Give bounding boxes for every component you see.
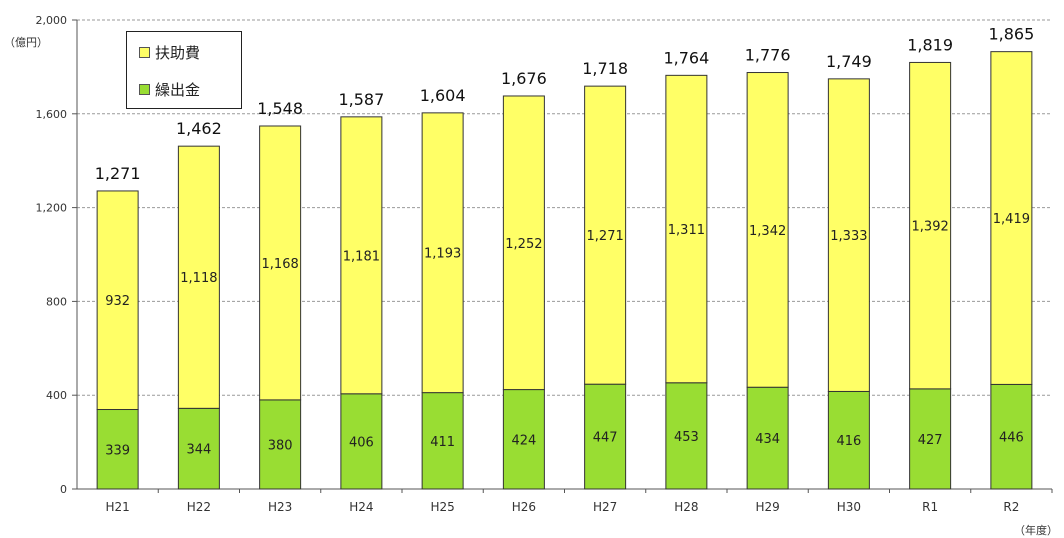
data-label-kuridashikin: 411	[430, 435, 455, 450]
bar-kuridashikin	[746, 386, 789, 490]
bar-kuridashikin	[259, 399, 302, 490]
x-tick-label: H21	[105, 500, 129, 514]
bars	[96, 51, 1033, 490]
bar-fujohi	[990, 51, 1033, 385]
y-axis-unit-label: （億円）	[4, 36, 48, 49]
data-label-kuridashikin: 427	[918, 433, 943, 448]
x-tick-label: R2	[1003, 500, 1019, 514]
data-label-kuridashikin: 446	[999, 431, 1024, 446]
legend-label-fujohi: 扶助費	[155, 44, 201, 62]
gridlines	[77, 19, 1052, 396]
axes: 0 400 800 1,200 1,600 2,000 H21 H22 H23 H24 H25 H26…	[36, 14, 1053, 514]
x-tick-label: R1	[922, 500, 938, 514]
y-tick-label: 800	[46, 295, 67, 308]
total-label: 1,548	[257, 99, 303, 118]
total-label: 1,676	[501, 69, 547, 88]
legend-swatch-kuridashikin	[139, 84, 150, 95]
data-label-fujohi: 1,252	[505, 237, 542, 252]
bar-fujohi	[177, 145, 220, 409]
bar-fujohi	[96, 190, 139, 411]
total-label: 1,764	[663, 48, 709, 67]
data-label-fujohi: 1,392	[912, 220, 949, 235]
bar-kuridashikin	[502, 389, 545, 490]
total-label: 1,271	[95, 164, 141, 183]
total-label: 1,462	[176, 119, 222, 138]
data-label-fujohi: 1,271	[587, 229, 624, 244]
total-label: 1,819	[907, 35, 953, 54]
data-label-kuridashikin: 416	[836, 434, 861, 449]
legend-label-kuridashikin: 繰出金	[155, 81, 201, 99]
bar-kuridashikin	[990, 383, 1033, 490]
total-label: 1,776	[745, 46, 791, 65]
bar-fujohi	[909, 61, 952, 390]
data-labels: 339 932 1,271 344 1,118 1,462 380 1,168 1,548 406…	[95, 25, 1035, 459]
data-label-kuridashikin: 453	[674, 430, 699, 445]
data-label-kuridashikin: 447	[593, 431, 618, 446]
data-label-kuridashikin: 344	[186, 443, 211, 458]
bar-fujohi	[340, 116, 383, 395]
total-label: 1,718	[582, 59, 628, 78]
bar-fujohi	[259, 125, 302, 401]
x-tick-label: H25	[430, 500, 454, 514]
x-tick-label: H24	[349, 500, 373, 514]
bar-kuridashikin	[909, 388, 952, 490]
data-label-fujohi: 932	[105, 294, 130, 309]
total-label: 1,604	[420, 86, 466, 105]
bar-fujohi	[746, 72, 789, 388]
legend-item-fujohi: 扶助費	[139, 42, 200, 63]
x-tick-label: H29	[755, 500, 779, 514]
bar-fujohi	[421, 112, 464, 394]
bar-fujohi	[502, 95, 545, 391]
total-label: 1,587	[338, 90, 384, 109]
data-label-fujohi: 1,333	[830, 229, 867, 244]
y-tick-label: 2,000	[36, 14, 68, 27]
x-tick-label: H26	[512, 500, 536, 514]
bar-fujohi	[584, 85, 627, 385]
bar-kuridashikin	[177, 407, 220, 490]
data-label-kuridashikin: 339	[105, 443, 130, 458]
bar-kuridashikin	[421, 392, 464, 490]
x-tick-label: H27	[593, 500, 617, 514]
data-label-kuridashikin: 406	[349, 435, 374, 450]
x-tick-label: H28	[674, 500, 698, 514]
x-axis-unit-label: （年度）	[1014, 523, 1058, 537]
y-tick-label: 1,200	[36, 202, 68, 215]
data-label-fujohi: 1,419	[993, 212, 1030, 227]
bar-kuridashikin	[665, 382, 708, 490]
x-tick-label: H23	[268, 500, 292, 514]
y-tick-label: 400	[46, 389, 67, 402]
x-tick-label: H30	[837, 500, 861, 514]
total-label: 1,749	[826, 52, 872, 71]
x-tick-label: H22	[187, 500, 211, 514]
data-label-fujohi: 1,311	[668, 223, 705, 238]
total-label: 1,865	[988, 25, 1034, 44]
bar-kuridashikin	[827, 390, 870, 490]
data-label-kuridashikin: 434	[755, 432, 780, 447]
legend-swatch-fujohi	[139, 47, 150, 58]
y-tick-label: 1,600	[36, 108, 68, 121]
data-label-fujohi: 1,181	[343, 249, 380, 264]
data-label-fujohi: 1,193	[424, 247, 461, 262]
data-label-kuridashikin: 380	[268, 438, 293, 453]
bar-fujohi	[665, 74, 708, 384]
bar-fujohi	[827, 78, 870, 392]
data-label-fujohi: 1,118	[180, 271, 217, 286]
legend: 扶助費 繰出金	[126, 31, 242, 109]
data-label-kuridashikin: 424	[511, 433, 536, 448]
y-tick-label: 0	[60, 483, 67, 496]
data-label-fujohi: 1,342	[749, 224, 786, 239]
data-label-fujohi: 1,168	[262, 257, 299, 272]
legend-item-kuridashikin: 繰出金	[139, 79, 200, 100]
